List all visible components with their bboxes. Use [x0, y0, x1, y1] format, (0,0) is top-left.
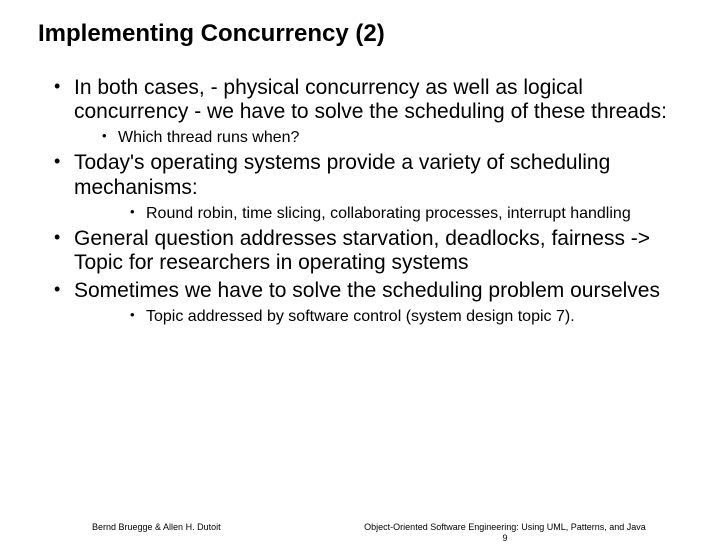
bullet-4-sub-1: Topic addressed by software control (sys…: [130, 307, 690, 326]
bullet-1: In both cases, - physical concurrency as…: [54, 76, 690, 147]
bullet-2: Today's operating systems provide a vari…: [54, 151, 690, 222]
bullet-2-sub-1: Round robin, time slicing, collaborating…: [130, 204, 690, 223]
bullet-1-text: In both cases, - physical concurrency as…: [74, 76, 667, 123]
bullet-1-sub-1: Which thread runs when?: [102, 128, 690, 147]
bullet-3: General question addresses starvation, d…: [54, 227, 690, 275]
bullet-4: Sometimes we have to solve the schedulin…: [54, 279, 690, 326]
bullet-2-sublist: Round robin, time slicing, collaborating…: [74, 204, 690, 223]
slide-title: Implementing Concurrency (2): [38, 20, 690, 48]
bullet-2-text: Today's operating systems provide a vari…: [74, 151, 610, 198]
bullet-4-text: Sometimes we have to solve the schedulin…: [74, 279, 660, 302]
footer-book: Object-Oriented Software Engineering: Us…: [345, 522, 665, 544]
bullet-1-sublist: Which thread runs when?: [74, 128, 690, 147]
slide: Implementing Concurrency (2) In both cas…: [0, 0, 720, 540]
bullet-list: In both cases, - physical concurrency as…: [30, 76, 690, 327]
bullet-4-sublist: Topic addressed by software control (sys…: [74, 307, 690, 326]
footer-page-number: 9: [502, 533, 507, 543]
footer-authors: Bernd Bruegge & Allen H. Dutoit: [92, 522, 221, 532]
footer-book-title: Object-Oriented Software Engineering: Us…: [364, 522, 646, 532]
